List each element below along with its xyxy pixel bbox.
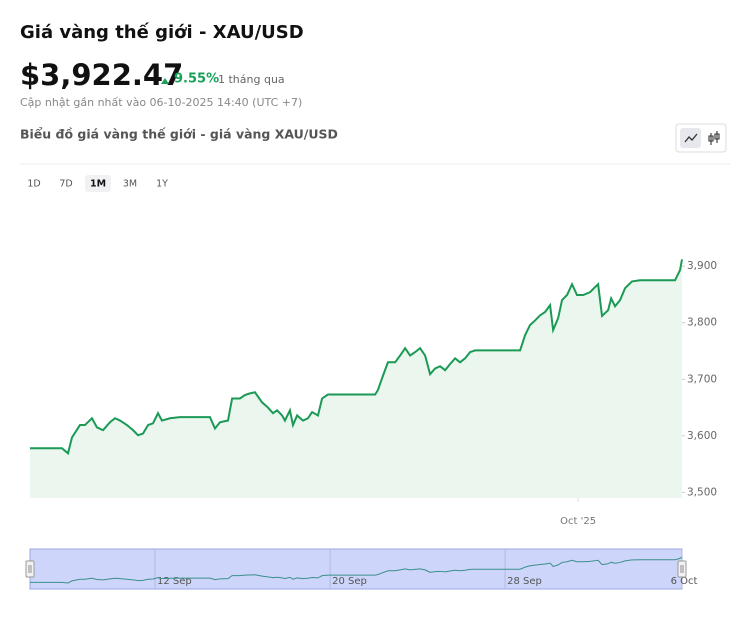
- handle-grip: [680, 565, 684, 573]
- y-tick-label: 3,500: [687, 486, 717, 498]
- range-button[interactable]: 1M: [90, 179, 106, 190]
- y-tick-label: 3,600: [687, 430, 717, 442]
- candle-mode-button[interactable]: [708, 131, 720, 145]
- range-buttons: 1D 7D 1M 3M 1Y: [27, 175, 168, 192]
- range-button[interactable]: 1Y: [156, 179, 168, 190]
- y-tick-label: 3,700: [687, 373, 717, 385]
- range-button[interactable]: 1D: [27, 179, 40, 190]
- line-icon: [684, 133, 698, 143]
- price: $3,922.47: [20, 58, 183, 92]
- navigator-handle[interactable]: [677, 560, 687, 578]
- price-line: [30, 259, 683, 456]
- navigator-tick-label: 20 Sep: [332, 576, 367, 587]
- navigator-line: [30, 556, 683, 584]
- navigator-tick-label: 6 Oct: [671, 576, 698, 587]
- range-button[interactable]: 7D: [59, 179, 72, 190]
- handle-grip: [28, 565, 32, 573]
- range-button[interactable]: 3M: [123, 179, 137, 190]
- x-tick-label: Oct '25: [560, 516, 596, 527]
- navigator-handle[interactable]: [25, 560, 35, 578]
- change: 9.55%: [174, 72, 219, 87]
- plot: 3,500 3,600 3,700 3,800 3,900 Oct '25: [30, 259, 717, 527]
- navigator: 12 Sep 20 Sep 28 Sep 6 Oct: [25, 548, 698, 590]
- chart-title: Biểu đồ giá vàng thế giới - giá vàng XAU…: [20, 127, 338, 142]
- y-tick-label: 3,900: [687, 260, 717, 272]
- period: 1 tháng qua: [218, 73, 285, 86]
- area: [30, 259, 682, 498]
- up-arrow: [161, 78, 169, 84]
- range-selected-bg: [85, 175, 111, 192]
- navigator-tick-label: 28 Sep: [507, 576, 542, 587]
- updated: Cập nhật gần nhất vào 06-10-2025 14:40 (…: [20, 96, 302, 109]
- navigator-tick-label: 12 Sep: [157, 576, 192, 587]
- y-tick-label: 3,800: [687, 317, 717, 329]
- title: Giá vàng thế giới - XAU/USD: [20, 22, 304, 43]
